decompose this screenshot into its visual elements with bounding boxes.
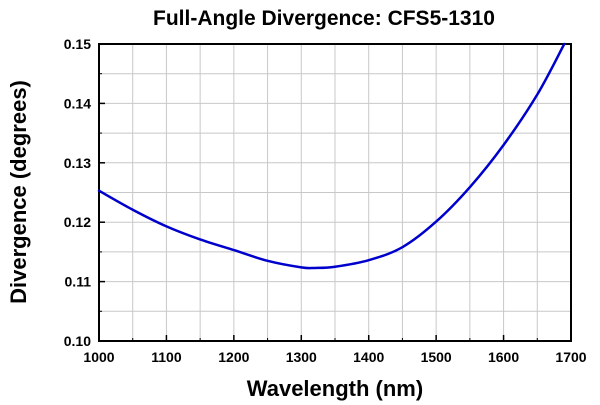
x-tick-label: 1000 [83, 349, 114, 365]
y-tick-label: 0.14 [64, 95, 91, 111]
axis-ticks: 1000 1100 1200 1300 1400 1500 1600 1700 0.10 0.11… [64, 36, 587, 365]
x-tick-label: 1300 [286, 349, 317, 365]
y-tick-label: 0.15 [64, 36, 91, 52]
x-tick-label: 1200 [218, 349, 249, 365]
y-tick-label: 0.11 [65, 274, 92, 290]
series-layer [97, 42, 566, 270]
x-tick-label: 1400 [353, 349, 384, 365]
x-tick-label: 1100 [151, 349, 182, 365]
y-tick-label: 0.10 [64, 333, 91, 349]
x-tick-label: 1500 [421, 349, 452, 365]
y-tick-label: 0.12 [64, 214, 91, 230]
y-axis-label: Divergence (degrees) [6, 80, 31, 304]
chart-title: Full-Angle Divergence: CFS5-1310 [153, 7, 495, 30]
x-tick-label: 1700 [555, 349, 586, 365]
y-tick-label: 0.13 [64, 155, 91, 171]
x-axis-label: Wavelength (nm) [247, 376, 423, 401]
grid [99, 44, 571, 341]
series-line [97, 42, 566, 270]
x-tick-label: 1600 [488, 349, 519, 365]
